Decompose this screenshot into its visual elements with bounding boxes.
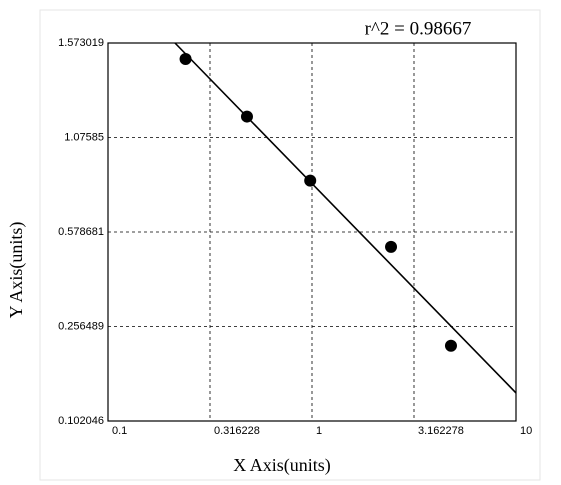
y-tick-label: 1.07585 — [64, 131, 104, 143]
x-tick-label: 1 — [316, 425, 322, 437]
y-tick-label: 0.102046 — [58, 415, 104, 427]
x-tick-label: 0.1 — [112, 425, 127, 437]
data-point — [179, 52, 192, 65]
frame — [39, 9, 541, 481]
x-tick-label: 3.162278 — [418, 425, 464, 437]
x-tick-label: 10 — [520, 425, 532, 437]
y-tick-label: 1.573019 — [58, 37, 104, 49]
r-squared: r^2 = 0.98667 — [365, 18, 472, 39]
y-tick-label: 0.256489 — [58, 320, 104, 332]
x-axis-label: X Axis(units) — [233, 455, 331, 476]
y-tick-label: 0.578681 — [58, 226, 104, 238]
data-point — [240, 110, 253, 123]
fit-line — [174, 42, 517, 394]
data-point — [304, 174, 317, 187]
data-point — [385, 240, 398, 253]
x-tick-label: 0.316228 — [214, 425, 260, 437]
y-axis-label: Y Axis(units) — [6, 222, 27, 319]
data-point — [444, 339, 457, 352]
